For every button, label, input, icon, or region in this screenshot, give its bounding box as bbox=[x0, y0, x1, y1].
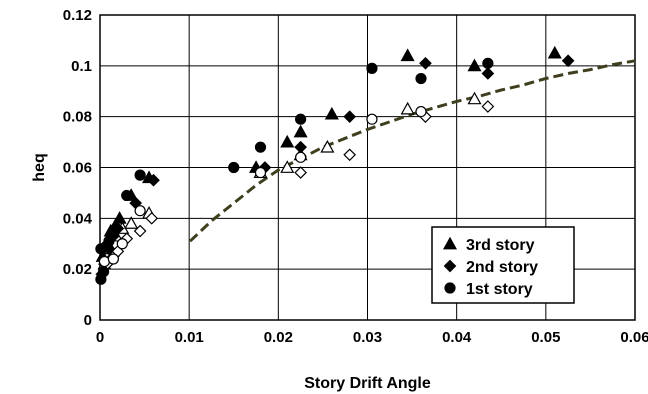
triangle-open-point bbox=[280, 160, 295, 173]
circle-filled-point bbox=[134, 169, 146, 181]
circle-filled-point bbox=[482, 57, 494, 69]
y-tick-label: 0.04 bbox=[63, 210, 93, 227]
legend-label: 3rd story bbox=[466, 237, 535, 254]
triangle-open-point bbox=[467, 91, 482, 105]
legend-diamond-marker bbox=[443, 259, 457, 273]
diamond-filled-point bbox=[561, 54, 575, 68]
diamond-filled-point bbox=[294, 140, 307, 154]
circle-filled-point bbox=[121, 189, 133, 202]
circle-open-point bbox=[116, 238, 128, 250]
points-layer bbox=[95, 45, 575, 285]
circle-open-point bbox=[366, 113, 378, 125]
plot-frame bbox=[99, 14, 636, 321]
diamond-open-point bbox=[145, 211, 159, 225]
diamond-filled-point bbox=[147, 173, 160, 187]
y-tick-label: 0.06 bbox=[63, 160, 92, 177]
y-tick-label: 0.02 bbox=[63, 261, 92, 278]
triangle-filled-point bbox=[293, 124, 308, 138]
circle-filled-point bbox=[295, 113, 307, 125]
legend-label: 2nd story bbox=[466, 259, 538, 276]
x-axis-title: Story Drift Angle bbox=[304, 375, 431, 392]
diamond-filled-point bbox=[343, 110, 357, 124]
circle-open-point bbox=[254, 166, 267, 179]
circle-open-point bbox=[107, 253, 119, 265]
diamond-open-point bbox=[481, 100, 495, 113]
x-tick-label: 0.05 bbox=[531, 329, 560, 346]
tick-labels: 0 0.01 0.02 0.03 0.04 0.05 0.06 0 0.02 0.04 0.06 0.… bbox=[63, 7, 648, 346]
circle-open-point bbox=[415, 105, 427, 118]
circle-filled-point bbox=[228, 161, 240, 174]
x-tick-label: 0.04 bbox=[442, 329, 472, 346]
diamond-open-point bbox=[133, 224, 147, 238]
diamond-open-point bbox=[294, 166, 307, 179]
triangle-filled-point bbox=[547, 45, 562, 59]
triangle-open-point bbox=[124, 216, 139, 229]
legend-items: 3rd story 2nd story 1st story bbox=[442, 236, 538, 298]
circle-filled-point bbox=[97, 266, 110, 278]
legend-triangle-marker bbox=[442, 236, 458, 250]
diamond-filled-point bbox=[481, 67, 495, 80]
triangle-filled-point bbox=[112, 211, 127, 224]
triangle-open-point bbox=[320, 139, 335, 153]
y-tick-label: 0 bbox=[84, 312, 92, 329]
legend: 3rd story 2nd story 1st story bbox=[431, 226, 575, 304]
circle-open-point bbox=[295, 151, 307, 163]
circle-filled-point bbox=[366, 62, 378, 74]
diamond-filled-point bbox=[419, 56, 432, 70]
x-tick-label: 0.06 bbox=[620, 329, 648, 346]
diamond-open-point bbox=[343, 148, 357, 162]
y-tick-label: 0.1 bbox=[71, 58, 92, 75]
triangle-filled-point bbox=[280, 134, 295, 148]
triangle-filled-point bbox=[324, 106, 339, 120]
y-axis-title: heq bbox=[31, 153, 48, 181]
triangle-filled-point bbox=[467, 58, 482, 72]
circle-filled-point bbox=[103, 235, 115, 247]
circle-filled-point bbox=[107, 225, 119, 237]
y-tick-label: 0.08 bbox=[63, 109, 92, 126]
legend-box bbox=[431, 226, 575, 304]
x-tick-label: 0.02 bbox=[264, 329, 293, 346]
legend-circle-marker bbox=[444, 282, 456, 294]
x-tick-label: 0.01 bbox=[175, 329, 204, 346]
triangle-open-point bbox=[400, 101, 415, 115]
y-tick-label: 0.12 bbox=[63, 7, 92, 24]
x-tick-label: 0.03 bbox=[353, 329, 382, 346]
triangle-filled-point bbox=[400, 48, 415, 62]
circle-open-point bbox=[134, 205, 146, 217]
circle-filled-point bbox=[254, 141, 267, 153]
legend-label: 1st story bbox=[466, 281, 533, 298]
circle-filled-point bbox=[415, 72, 427, 85]
x-tick-label: 0 bbox=[96, 329, 104, 346]
